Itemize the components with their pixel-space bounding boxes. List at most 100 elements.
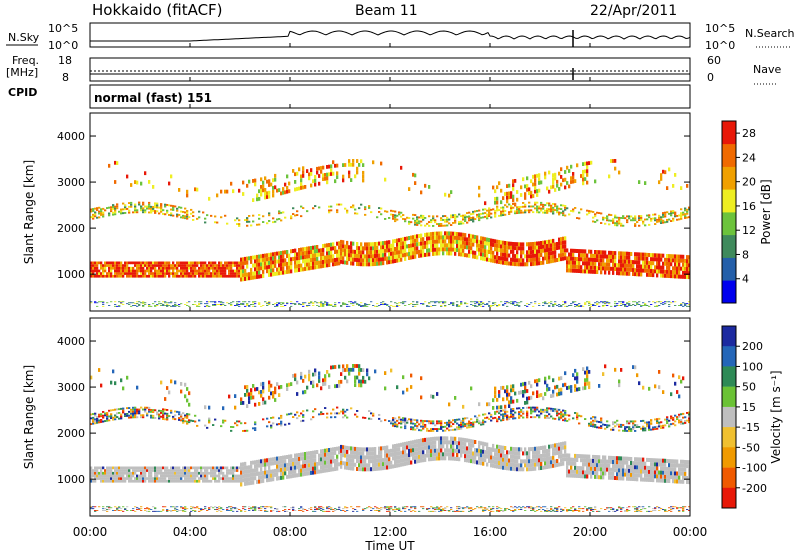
scatter-cell	[136, 410, 139, 413]
scatter-cell	[442, 301, 445, 303]
scatter-cell	[264, 253, 267, 258]
scatter-cell	[238, 223, 241, 225]
scatter-cell	[130, 266, 133, 270]
scatter-cell	[300, 510, 303, 511]
scatter-cell	[476, 243, 479, 248]
scatter-cell	[348, 367, 351, 372]
scatter-cell	[482, 208, 485, 211]
scatter-cell	[122, 301, 125, 303]
scatter-cell	[182, 510, 185, 511]
scatter-cell	[104, 209, 107, 212]
scatter-cell	[246, 219, 249, 221]
scatter-cell	[456, 236, 459, 240]
scatter-cell	[576, 261, 579, 265]
scatter-cell	[320, 305, 323, 307]
scatter-cell	[162, 410, 165, 413]
scatter-cell	[402, 237, 405, 242]
scatter-cell	[558, 207, 561, 210]
scatter-cell	[192, 474, 195, 478]
scatter-cell	[398, 507, 401, 509]
scatter-cell	[168, 274, 171, 278]
scatter-cell	[414, 304, 417, 305]
scatter-cell	[184, 469, 187, 472]
scatter-cell	[128, 274, 131, 278]
scatter-cell	[394, 214, 397, 217]
scatter-cell	[382, 245, 385, 250]
scatter-cell	[234, 469, 237, 472]
scatter-cell	[390, 507, 393, 509]
scatter-cell	[548, 210, 551, 213]
scatter-cell	[358, 463, 361, 468]
scatter-cell	[442, 247, 445, 252]
scatter-cell	[680, 254, 683, 259]
scatter-cell	[472, 212, 475, 215]
scatter-cell	[642, 268, 645, 273]
scatter-cell	[134, 261, 137, 265]
scatter-cell	[198, 274, 201, 278]
scatter-cell	[298, 457, 301, 461]
scatter-cell	[258, 302, 261, 304]
scatter-cell	[384, 507, 387, 509]
scatter-cell	[400, 211, 403, 214]
scatter-cell	[310, 265, 313, 270]
scatter-cell	[244, 305, 247, 307]
scatter-cell	[320, 510, 323, 511]
scatter-cell	[204, 274, 207, 278]
scatter-cell	[326, 243, 329, 248]
scatter-cell	[288, 265, 291, 270]
scatter-cell	[176, 272, 179, 275]
scatter-cell	[454, 239, 457, 244]
scatter-cell	[146, 412, 149, 415]
scatter-cell	[546, 260, 549, 264]
scatter-cell	[276, 460, 279, 465]
scatter-cell	[572, 301, 575, 303]
scatter-cell	[202, 466, 205, 470]
scatter-cell	[208, 269, 211, 273]
scatter-cell	[136, 180, 139, 185]
scatter-cell	[638, 224, 641, 227]
scatter-cell	[378, 305, 381, 306]
scatter-cell	[184, 211, 187, 214]
scatter-cell	[278, 456, 281, 461]
scatter-cell	[174, 380, 177, 385]
scatter-cell	[164, 397, 167, 401]
scatter-cell	[162, 479, 165, 483]
scatter-cell	[204, 303, 207, 305]
scatter-cell	[144, 479, 147, 483]
scatter-cell	[300, 468, 303, 473]
scatter-cell	[418, 216, 421, 219]
scatter-cell	[302, 416, 305, 418]
scatter-cell	[234, 477, 237, 480]
scatter-cell	[196, 424, 199, 427]
scatter-cell	[252, 506, 255, 508]
scatter-cell	[584, 249, 587, 254]
scatter-cell	[124, 212, 127, 214]
scatter-cell	[268, 214, 271, 217]
scatter-cell	[128, 211, 131, 214]
scatter-cell	[106, 474, 109, 478]
scatter-cell	[162, 418, 165, 420]
scatter-cell	[376, 261, 379, 266]
scatter-cell	[314, 257, 317, 262]
scatter-cell	[262, 221, 265, 223]
scatter-cell	[552, 184, 555, 189]
scatter-cell	[466, 303, 469, 305]
scatter-cell	[134, 414, 137, 417]
scatter-cell	[506, 245, 509, 250]
scatter-cell	[218, 266, 221, 270]
scatter-cell	[278, 188, 281, 192]
scatter-cell	[186, 479, 189, 483]
scatter-cell	[364, 467, 367, 472]
scatter-cell	[174, 305, 177, 307]
scatter-cell	[540, 201, 543, 204]
scatter-cell	[320, 457, 323, 462]
scatter-cell	[358, 364, 361, 368]
scatter-cell	[204, 272, 207, 275]
scatter-cell	[148, 474, 151, 478]
scatter-cell	[342, 412, 345, 415]
scatter-cell	[140, 477, 143, 480]
scatter-cell	[498, 240, 501, 244]
scatter-cell	[390, 305, 393, 306]
scatter-cell	[646, 260, 649, 265]
scatter-cell	[342, 416, 345, 419]
